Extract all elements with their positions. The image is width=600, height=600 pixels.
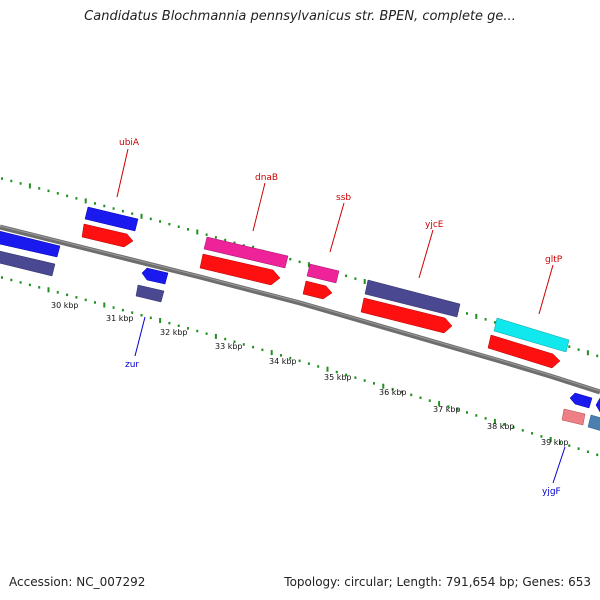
tick-label: 36 kbp bbox=[379, 388, 407, 397]
gene-feature[interactable] bbox=[360, 297, 453, 334]
gene-feature-yjcE[interactable] bbox=[364, 279, 461, 318]
accession-text: Accession: NC_007292 bbox=[9, 575, 146, 589]
sequence-backbone bbox=[0, 224, 600, 395]
gene-feature[interactable] bbox=[569, 392, 593, 409]
gene-label-yjgF[interactable]: yjgF bbox=[542, 487, 561, 497]
gene-feature[interactable] bbox=[302, 280, 333, 300]
tick-rows bbox=[1, 177, 599, 457]
tick-label: 31 kbp bbox=[106, 314, 134, 323]
gene-feature[interactable] bbox=[0, 230, 61, 258]
tick-label: 30 kbp bbox=[51, 301, 79, 310]
gene-feature[interactable] bbox=[199, 253, 281, 286]
tick-label: 37 kbp bbox=[433, 405, 461, 414]
label-leaders bbox=[116, 148, 566, 484]
tick-label: 33 kbp bbox=[215, 342, 243, 351]
gene-label-dnaB[interactable]: dnaB bbox=[255, 173, 278, 183]
gene-features bbox=[0, 206, 600, 432]
map-title: Candidatus Blochmannia pennsylvanicus st… bbox=[84, 9, 516, 24]
gene-feature[interactable] bbox=[81, 223, 134, 248]
sequence-backbone-highlight bbox=[0, 225, 600, 392]
gene-feature-ssb[interactable] bbox=[306, 263, 340, 284]
gene-label-ssb[interactable]: ssb bbox=[336, 193, 351, 203]
gene-feature[interactable] bbox=[595, 397, 600, 413]
gene-feature-dnaB[interactable] bbox=[203, 236, 289, 269]
gene-labels: ubiA dnaB ssb yjcE gltP zur yjgF bbox=[119, 138, 563, 497]
gene-feature[interactable] bbox=[0, 250, 56, 277]
tick-label: 38 kbp bbox=[487, 422, 515, 431]
genome-summary-text: Topology: circular; Length: 791,654 bp; … bbox=[284, 575, 591, 589]
gene-label-zur[interactable]: zur bbox=[125, 360, 139, 370]
tick-label: 34 kbp bbox=[269, 357, 297, 366]
tick-label: 35 kbp bbox=[324, 373, 352, 382]
gene-feature[interactable] bbox=[135, 284, 165, 303]
gene-feature[interactable] bbox=[487, 334, 561, 369]
gene-feature-ubiA[interactable] bbox=[84, 206, 139, 232]
gene-feature[interactable] bbox=[587, 414, 600, 432]
tick-labels: 30 kbp 31 kbp 32 kbp 33 kbp 34 kbp 35 kb… bbox=[51, 301, 569, 447]
gene-label-gltP[interactable]: gltP bbox=[545, 255, 563, 265]
gene-feature-gltP[interactable] bbox=[493, 317, 570, 353]
tick-label: 32 kbp bbox=[160, 328, 188, 337]
gene-feature-yjgF[interactable] bbox=[561, 408, 586, 426]
gene-feature-zur[interactable] bbox=[141, 267, 169, 285]
gene-label-ubiA[interactable]: ubiA bbox=[119, 138, 140, 148]
tick-label: 39 kbp bbox=[541, 438, 569, 447]
gene-label-yjcE[interactable]: yjcE bbox=[425, 220, 444, 230]
